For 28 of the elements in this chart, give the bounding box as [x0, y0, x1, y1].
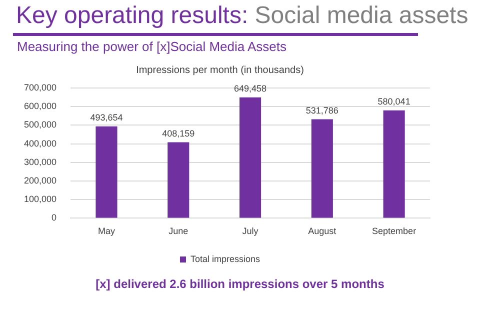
y-tick-label: 700,000 — [24, 82, 57, 92]
text: [x] delivered 2.6 billion impressions over 5 months — [94, 277, 386, 291]
x-tick-label: May — [98, 226, 116, 236]
y-tick-label: 500,000 — [24, 120, 57, 130]
x-tick-label: August — [308, 226, 337, 236]
data-label: 531,786 — [306, 105, 338, 116]
y-tick-label: 100,000 — [24, 194, 57, 204]
y-tick-label: 0 — [52, 212, 57, 223]
data-label: 580,041 — [378, 96, 410, 106]
bar — [311, 119, 333, 218]
text: Impressions per month (in thousands) — [136, 64, 304, 76]
data-label: 649,458 — [234, 83, 267, 94]
y-tick-label: 400,000 — [24, 138, 57, 148]
x-tick-label: June — [168, 226, 188, 236]
data-label: 493,654 — [90, 112, 123, 122]
chart-subtitle: Measuring the power of [x]Social Media Assets — [17, 39, 287, 54]
x-tick-label: July — [242, 226, 259, 236]
data-label: 408,159 — [162, 128, 195, 138]
x-tick-label: September — [372, 226, 416, 236]
bar — [96, 126, 118, 218]
legend-label: Total impressions — [190, 254, 261, 264]
y-tick-label: 600,000 — [24, 101, 57, 112]
bar — [383, 110, 405, 218]
bar — [239, 97, 262, 218]
y-tick-label: 200,000 — [24, 175, 57, 186]
bar — [168, 142, 190, 218]
chart-title: Key operating results: Social media assets — [16, 2, 468, 29]
y-tick-label: 300,000 — [24, 156, 57, 167]
